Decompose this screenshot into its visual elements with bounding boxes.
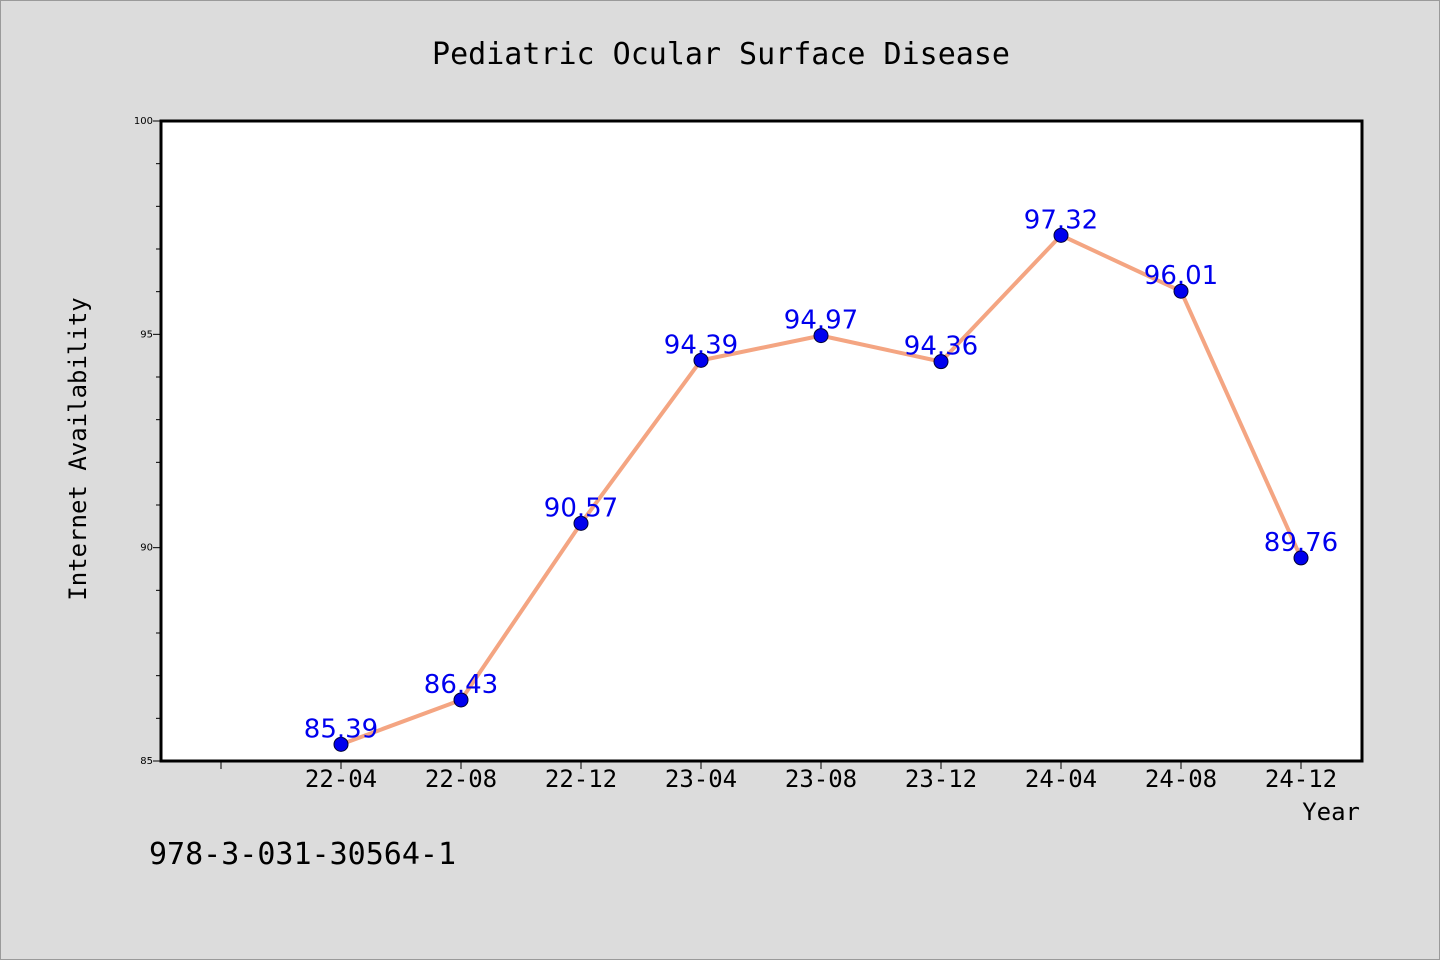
data-label: 96.01 — [1144, 261, 1218, 291]
chart-title: Pediatric Ocular Surface Disease — [432, 37, 1010, 72]
data-label: 89.76 — [1264, 528, 1338, 558]
y-tick-label: 100 — [134, 116, 153, 127]
x-tick-label: 23-04 — [665, 765, 737, 793]
data-point — [693, 352, 709, 368]
data-label: 94.39 — [664, 330, 738, 360]
data-point — [333, 736, 349, 752]
y-axis-label: Internet Availability — [64, 297, 92, 600]
x-tick-label: 24-04 — [1025, 765, 1097, 793]
data-label: 90.57 — [544, 493, 618, 523]
x-tick-label: 23-08 — [785, 765, 857, 793]
data-label: 94.36 — [904, 332, 978, 362]
plot-area — [159, 119, 1364, 763]
data-label: 85.39 — [304, 714, 378, 744]
y-tick-label: 95 — [140, 329, 153, 340]
x-axis-label: Year — [1302, 798, 1360, 826]
data-point — [933, 354, 949, 370]
data-label: 97.32 — [1024, 205, 1098, 235]
data-point — [1053, 227, 1069, 243]
x-tick-label: 22-04 — [305, 765, 377, 793]
data-labels: 85.39 86.43 90.57 94.39 94.97 94.36 97.32 96.01… — [304, 205, 1338, 744]
data-markers — [333, 227, 1309, 752]
x-tick-label: 23-12 — [905, 765, 977, 793]
y-tick-label: 90 — [140, 543, 153, 554]
data-point — [813, 328, 829, 344]
y-tick-label: 85 — [140, 756, 153, 767]
data-point — [453, 692, 469, 708]
x-tick-label: 24-12 — [1265, 765, 1337, 793]
data-point — [1293, 550, 1309, 566]
data-label: 86.43 — [424, 670, 498, 700]
data-label: 94.97 — [784, 306, 858, 336]
x-tick-label: 22-08 — [425, 765, 497, 793]
data-point — [1173, 283, 1189, 299]
y-axis: 85 90 95 100 — [134, 116, 161, 767]
data-point — [573, 515, 589, 531]
x-axis: 22-04 22-08 22-12 23-04 23-08 23-12 24-04 24-08… — [220, 761, 1337, 793]
x-tick-label: 22-12 — [545, 765, 617, 793]
isbn-text: 978-3-031-30564-1 — [149, 837, 456, 872]
x-tick-label: 24-08 — [1145, 765, 1217, 793]
